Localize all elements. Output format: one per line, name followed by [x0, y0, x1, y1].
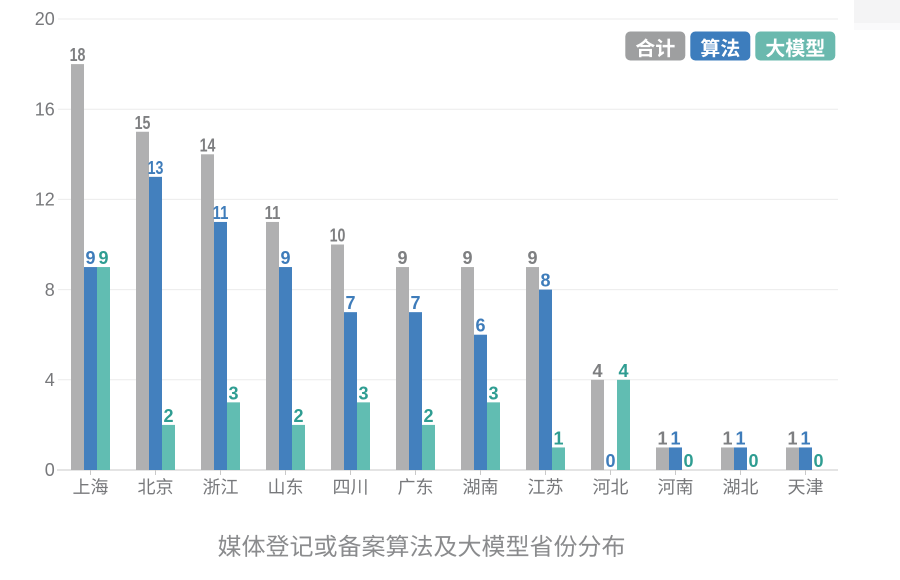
svg-text:8: 8: [45, 280, 55, 300]
svg-text:9: 9: [98, 248, 108, 268]
svg-text:7: 7: [410, 293, 420, 313]
svg-text:9: 9: [462, 248, 472, 268]
svg-text:3: 3: [488, 383, 498, 403]
svg-text:11: 11: [265, 203, 281, 223]
svg-text:3: 3: [228, 383, 238, 403]
svg-text:1: 1: [553, 428, 563, 448]
svg-text:0: 0: [748, 451, 758, 471]
svg-text:1: 1: [657, 428, 667, 448]
svg-text:16: 16: [35, 99, 55, 119]
svg-text:8: 8: [540, 271, 550, 291]
svg-text:0: 0: [683, 451, 693, 471]
svg-text:2: 2: [163, 406, 173, 426]
svg-text:4: 4: [618, 361, 628, 381]
svg-text:1: 1: [670, 428, 680, 448]
svg-text:9: 9: [85, 248, 95, 268]
svg-text:10: 10: [330, 226, 346, 246]
svg-text:2: 2: [423, 406, 433, 426]
svg-text:3: 3: [358, 383, 368, 403]
svg-text:9: 9: [527, 248, 537, 268]
svg-text:13: 13: [148, 158, 164, 178]
svg-text:12: 12: [35, 190, 55, 210]
svg-text:14: 14: [200, 135, 216, 155]
svg-text:0: 0: [605, 451, 615, 471]
svg-text:9: 9: [280, 248, 290, 268]
svg-text:11: 11: [213, 203, 229, 223]
svg-text:15: 15: [135, 113, 151, 133]
svg-text:1: 1: [722, 428, 732, 448]
svg-text:18: 18: [70, 45, 86, 65]
svg-text:20: 20: [35, 9, 55, 29]
svg-text:0: 0: [813, 451, 823, 471]
svg-text:0: 0: [45, 460, 55, 480]
svg-text:2: 2: [293, 406, 303, 426]
svg-text:4: 4: [45, 370, 55, 390]
svg-text:9: 9: [397, 248, 407, 268]
svg-text:7: 7: [345, 293, 355, 313]
svg-text:6: 6: [475, 316, 485, 336]
svg-text:1: 1: [735, 428, 745, 448]
svg-text:4: 4: [592, 361, 602, 381]
svg-text:1: 1: [800, 428, 810, 448]
svg-text:1: 1: [787, 428, 797, 448]
